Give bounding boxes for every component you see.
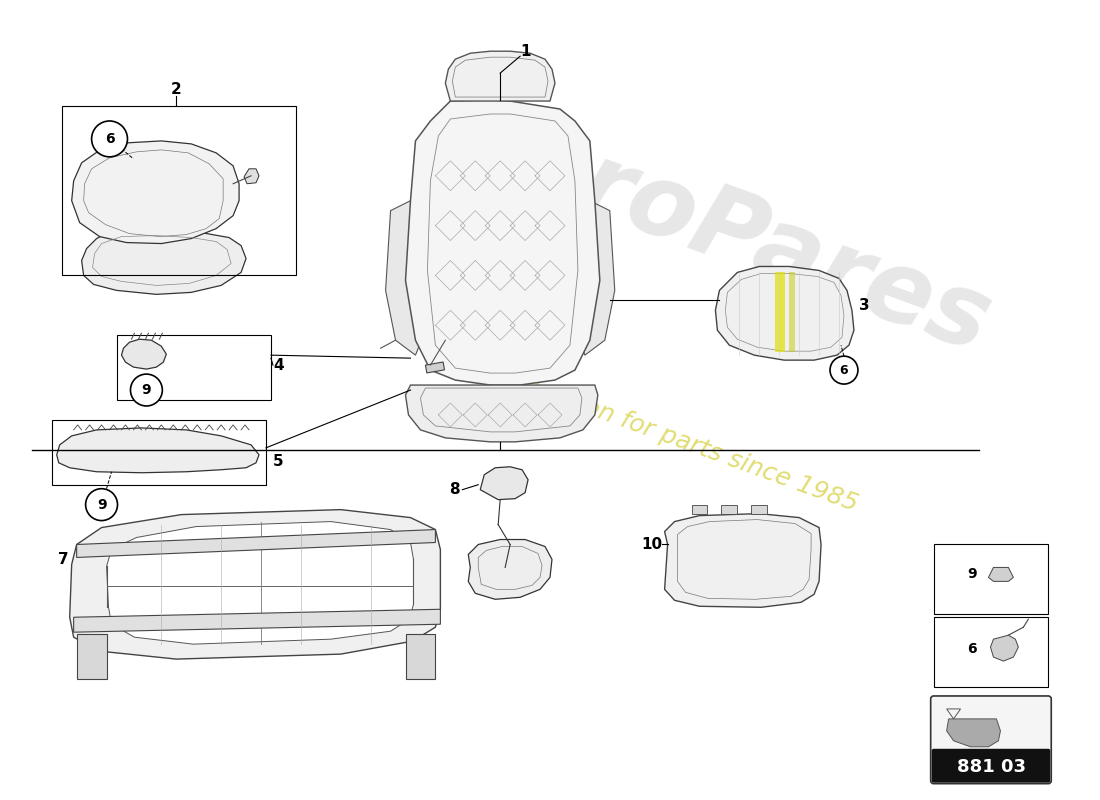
FancyBboxPatch shape bbox=[932, 749, 1050, 782]
Polygon shape bbox=[406, 634, 436, 679]
Text: 6: 6 bbox=[104, 132, 114, 146]
Polygon shape bbox=[406, 100, 600, 385]
Polygon shape bbox=[947, 709, 960, 719]
Polygon shape bbox=[57, 428, 258, 473]
Polygon shape bbox=[722, 505, 737, 514]
Polygon shape bbox=[947, 719, 1000, 746]
Text: 6: 6 bbox=[839, 364, 848, 377]
Text: 3: 3 bbox=[859, 298, 869, 313]
Polygon shape bbox=[989, 567, 1013, 582]
Text: 881 03: 881 03 bbox=[957, 758, 1026, 776]
Text: 6: 6 bbox=[967, 642, 977, 656]
Text: 8: 8 bbox=[449, 482, 460, 497]
Polygon shape bbox=[481, 466, 528, 500]
Polygon shape bbox=[751, 505, 767, 514]
Text: EuroPares: EuroPares bbox=[436, 88, 1003, 374]
Polygon shape bbox=[692, 505, 707, 514]
Polygon shape bbox=[74, 610, 440, 632]
Text: 9: 9 bbox=[967, 567, 977, 582]
Polygon shape bbox=[386, 201, 426, 355]
Polygon shape bbox=[406, 385, 597, 442]
Bar bbox=[934, 618, 1048, 687]
Polygon shape bbox=[244, 169, 258, 184]
Polygon shape bbox=[121, 339, 166, 369]
Text: 4: 4 bbox=[274, 358, 284, 373]
Text: 10: 10 bbox=[641, 537, 662, 552]
Text: 7: 7 bbox=[58, 552, 69, 567]
Polygon shape bbox=[77, 530, 436, 558]
Text: a passion for parts since 1985: a passion for parts since 1985 bbox=[498, 364, 861, 516]
Bar bbox=[117, 335, 271, 400]
Bar bbox=[426, 362, 444, 373]
Text: 9: 9 bbox=[97, 498, 107, 512]
Bar bbox=[789, 273, 795, 352]
Polygon shape bbox=[469, 539, 552, 599]
Polygon shape bbox=[107, 522, 414, 644]
Polygon shape bbox=[576, 201, 615, 355]
Polygon shape bbox=[77, 634, 107, 679]
Text: 5: 5 bbox=[273, 454, 284, 470]
Polygon shape bbox=[715, 266, 854, 360]
Text: 2: 2 bbox=[170, 82, 182, 97]
Bar bbox=[62, 106, 296, 275]
Polygon shape bbox=[664, 514, 821, 607]
Circle shape bbox=[131, 374, 163, 406]
Bar bbox=[776, 273, 785, 352]
Polygon shape bbox=[72, 141, 239, 243]
Text: 9: 9 bbox=[142, 383, 151, 397]
Circle shape bbox=[86, 489, 118, 521]
Circle shape bbox=[91, 121, 128, 157]
Polygon shape bbox=[81, 229, 246, 294]
FancyBboxPatch shape bbox=[931, 696, 1052, 784]
Text: 1: 1 bbox=[520, 44, 530, 58]
Circle shape bbox=[830, 356, 858, 384]
Polygon shape bbox=[990, 635, 1019, 661]
Polygon shape bbox=[69, 510, 440, 659]
Bar bbox=[934, 545, 1048, 614]
Polygon shape bbox=[446, 51, 556, 101]
Bar bbox=[52, 420, 266, 485]
